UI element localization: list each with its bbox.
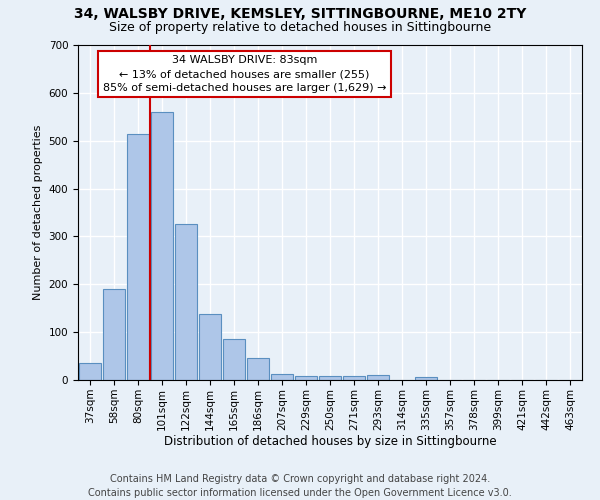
Bar (415, 377, 437, 380)
Bar (103, 289, 125, 380)
Bar (343, 376, 365, 380)
Bar (79, 363, 101, 380)
Bar (367, 375, 389, 380)
Bar (199, 314, 221, 380)
Bar (295, 376, 317, 380)
Bar (175, 224, 197, 380)
Bar (247, 358, 269, 380)
Bar (223, 340, 245, 380)
Bar (127, 134, 149, 380)
Text: Contains HM Land Registry data © Crown copyright and database right 2024.
Contai: Contains HM Land Registry data © Crown c… (88, 474, 512, 498)
Bar (319, 376, 341, 380)
X-axis label: Distribution of detached houses by size in Sittingbourne: Distribution of detached houses by size … (164, 436, 496, 448)
Y-axis label: Number of detached properties: Number of detached properties (33, 125, 43, 300)
Text: 34 WALSBY DRIVE: 83sqm
← 13% of detached houses are smaller (255)
85% of semi-de: 34 WALSBY DRIVE: 83sqm ← 13% of detached… (103, 55, 386, 93)
Bar (151, 112, 173, 380)
Text: Size of property relative to detached houses in Sittingbourne: Size of property relative to detached ho… (109, 21, 491, 34)
Bar (271, 374, 293, 380)
Text: 34, WALSBY DRIVE, KEMSLEY, SITTINGBOURNE, ME10 2TY: 34, WALSBY DRIVE, KEMSLEY, SITTINGBOURNE… (74, 8, 526, 22)
